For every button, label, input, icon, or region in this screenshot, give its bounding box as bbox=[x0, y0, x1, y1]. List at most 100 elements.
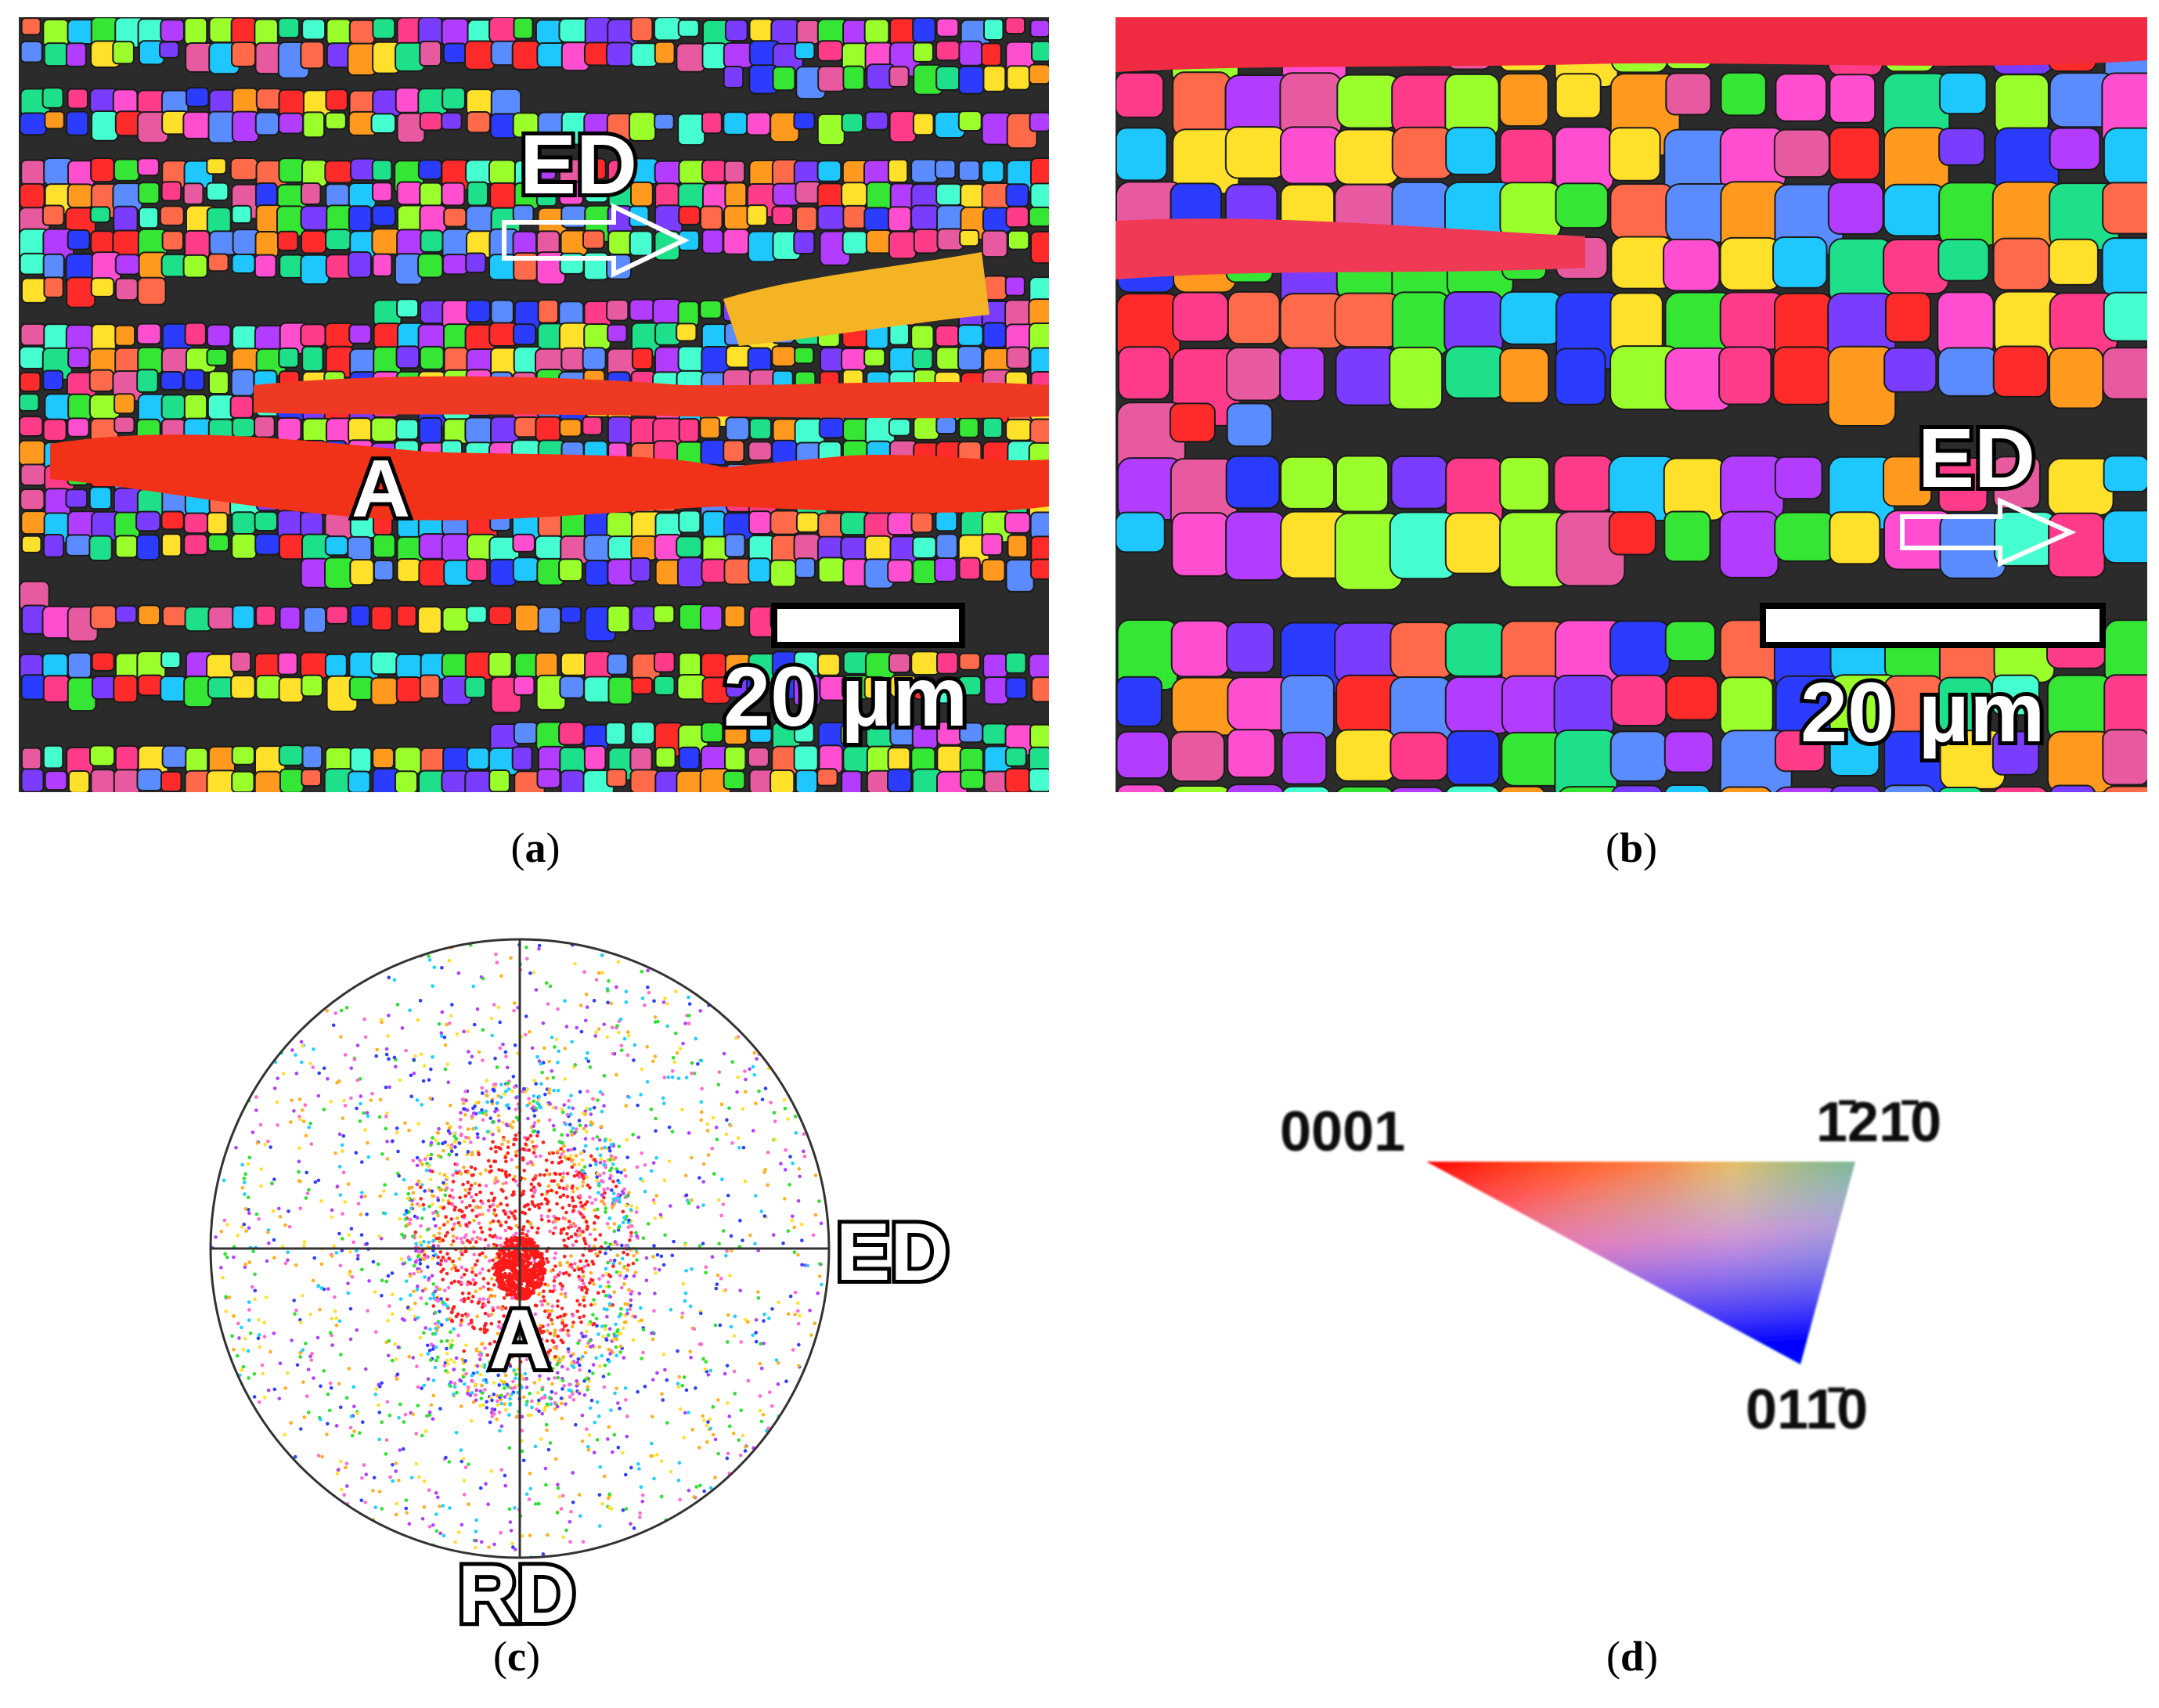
pole-point bbox=[611, 1162, 615, 1166]
pole-point bbox=[584, 1220, 589, 1224]
grain bbox=[678, 746, 701, 770]
pole-point bbox=[690, 1267, 694, 1271]
pole-point bbox=[498, 1342, 503, 1346]
pole-point bbox=[670, 1253, 675, 1258]
pole-point bbox=[457, 1141, 462, 1145]
pole-point bbox=[374, 1054, 379, 1058]
pole-point bbox=[671, 1055, 676, 1060]
pole-point bbox=[708, 1426, 713, 1431]
pole-point bbox=[661, 1101, 666, 1105]
pole-point bbox=[623, 1174, 628, 1178]
pole-point bbox=[410, 1202, 414, 1207]
pole-point bbox=[441, 1238, 445, 1243]
pole-point bbox=[692, 1495, 696, 1499]
pole-point bbox=[525, 1400, 529, 1404]
pole-point bbox=[524, 1385, 529, 1389]
pole-point bbox=[308, 1121, 313, 1126]
pole-point bbox=[469, 1165, 474, 1169]
pole-point bbox=[442, 1533, 446, 1538]
grain bbox=[1991, 730, 2040, 776]
pole-point bbox=[569, 1094, 573, 1097]
pole-point bbox=[240, 1162, 245, 1167]
pole-point bbox=[684, 1269, 688, 1273]
pole-point bbox=[602, 1385, 607, 1389]
pole-point bbox=[366, 1140, 369, 1145]
pole-point bbox=[363, 1500, 368, 1504]
pole-point bbox=[480, 1364, 484, 1368]
pole-point bbox=[424, 1287, 427, 1292]
pole-point bbox=[531, 1202, 535, 1206]
pole-point bbox=[611, 1262, 616, 1266]
pole-point bbox=[449, 1267, 454, 1271]
grain bbox=[981, 160, 1005, 183]
pole-point bbox=[452, 1382, 457, 1385]
pole-point bbox=[424, 1255, 429, 1259]
pole-point bbox=[481, 976, 485, 981]
pole-point bbox=[741, 1433, 745, 1438]
pole-point bbox=[514, 1372, 518, 1377]
pole-point bbox=[592, 1221, 597, 1225]
pole-point bbox=[460, 1459, 464, 1464]
pole-point bbox=[311, 1065, 315, 1069]
pole-point bbox=[571, 1106, 575, 1111]
pole-point bbox=[542, 1289, 546, 1293]
pole-point bbox=[615, 1386, 618, 1391]
pole-point bbox=[530, 1399, 534, 1404]
pole-point bbox=[633, 1270, 638, 1275]
pole-point bbox=[604, 1338, 609, 1342]
pole-point bbox=[407, 1522, 412, 1526]
pole-point bbox=[474, 1126, 478, 1130]
pole-point bbox=[528, 1029, 532, 1034]
pole-point bbox=[532, 1335, 535, 1339]
pole-point bbox=[243, 1262, 248, 1267]
pole-point bbox=[297, 1159, 301, 1164]
pole-point bbox=[247, 1155, 252, 1160]
pole-point bbox=[415, 1284, 420, 1288]
pole-point bbox=[460, 1240, 464, 1245]
pole-point bbox=[538, 1374, 542, 1378]
pole-point bbox=[299, 1040, 304, 1044]
pole-point bbox=[421, 1202, 426, 1207]
pole-point bbox=[283, 1386, 287, 1390]
pole-point bbox=[444, 1455, 448, 1460]
pole-point bbox=[297, 1169, 301, 1174]
pole-point bbox=[467, 1502, 470, 1507]
pole-point bbox=[796, 1198, 801, 1203]
pole-point bbox=[398, 1448, 402, 1452]
pole-point bbox=[272, 1177, 276, 1181]
pole-point bbox=[257, 1333, 261, 1337]
pole-point bbox=[415, 1098, 420, 1102]
pole-point bbox=[522, 1339, 527, 1343]
pole-point bbox=[373, 1505, 377, 1509]
pole-point bbox=[464, 1343, 468, 1347]
pole-point bbox=[349, 1096, 353, 1101]
pole-point bbox=[466, 1385, 470, 1389]
pole-point bbox=[461, 1457, 466, 1461]
grain bbox=[19, 393, 40, 412]
pole-point bbox=[433, 1365, 438, 1370]
pole-point bbox=[714, 1126, 719, 1130]
pole-point bbox=[439, 1259, 443, 1263]
pole-point bbox=[492, 1120, 496, 1124]
grain bbox=[1499, 785, 1545, 792]
grain bbox=[1170, 402, 1216, 443]
pole-point bbox=[461, 1182, 465, 1187]
pole-point bbox=[451, 1180, 456, 1184]
pole-point bbox=[392, 1055, 397, 1060]
pole-point bbox=[569, 1130, 574, 1134]
pole-point bbox=[577, 1162, 581, 1166]
pole-point bbox=[349, 1066, 354, 1070]
pole-point bbox=[397, 1173, 401, 1178]
pole-point bbox=[496, 1403, 500, 1407]
pole-point bbox=[687, 1022, 691, 1025]
pole-point bbox=[528, 1329, 532, 1334]
grain bbox=[607, 653, 629, 676]
pole-point bbox=[503, 1407, 508, 1412]
pole-point bbox=[591, 1313, 595, 1317]
pole-point bbox=[232, 1313, 236, 1318]
pole-point bbox=[363, 1128, 367, 1132]
pole-point bbox=[769, 1101, 773, 1104]
pole-point bbox=[591, 1371, 595, 1375]
pole-point bbox=[598, 1250, 602, 1254]
grain bbox=[231, 745, 255, 766]
